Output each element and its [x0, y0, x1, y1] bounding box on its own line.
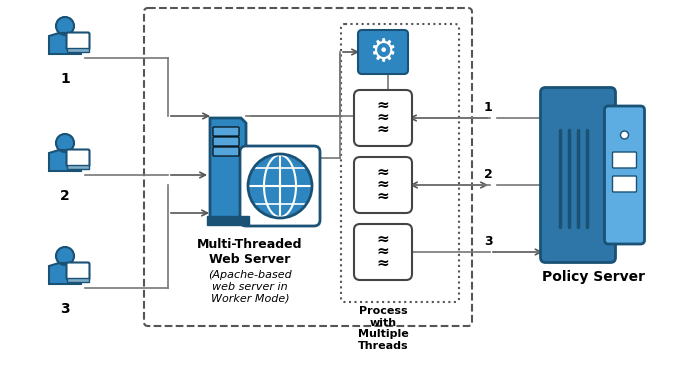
Bar — [67, 165, 89, 169]
Circle shape — [56, 17, 74, 35]
Circle shape — [56, 247, 74, 265]
Bar — [207, 216, 249, 225]
Text: Policy Server: Policy Server — [542, 269, 645, 284]
FancyBboxPatch shape — [66, 150, 90, 166]
FancyBboxPatch shape — [66, 32, 90, 50]
Text: 1: 1 — [60, 72, 70, 86]
Bar — [67, 48, 89, 52]
FancyBboxPatch shape — [66, 262, 90, 280]
FancyBboxPatch shape — [612, 176, 636, 192]
Text: Multi-Threaded
Web Server: Multi-Threaded Web Server — [197, 238, 303, 266]
FancyBboxPatch shape — [605, 106, 645, 244]
Polygon shape — [210, 118, 256, 218]
FancyBboxPatch shape — [213, 147, 239, 156]
Text: 2: 2 — [60, 189, 70, 203]
FancyBboxPatch shape — [354, 224, 412, 280]
FancyBboxPatch shape — [540, 88, 616, 262]
Text: ≈
≈
≈: ≈ ≈ ≈ — [377, 165, 389, 204]
Circle shape — [621, 131, 629, 139]
Circle shape — [248, 154, 312, 218]
Circle shape — [56, 134, 74, 152]
Text: ≈
≈
≈: ≈ ≈ ≈ — [377, 97, 389, 137]
Text: (Apache-based
web server in
Worker Mode): (Apache-based web server in Worker Mode) — [208, 270, 292, 303]
Polygon shape — [49, 33, 81, 54]
Text: 3: 3 — [484, 235, 493, 248]
FancyBboxPatch shape — [213, 127, 239, 136]
Text: 1: 1 — [484, 101, 493, 114]
Text: Process
with
Multiple
Threads: Process with Multiple Threads — [358, 306, 408, 351]
Text: 3: 3 — [60, 302, 70, 316]
FancyBboxPatch shape — [240, 146, 320, 226]
Polygon shape — [49, 263, 81, 284]
FancyBboxPatch shape — [612, 152, 636, 168]
Text: ⚙: ⚙ — [369, 38, 397, 68]
Text: ≈
≈
≈: ≈ ≈ ≈ — [377, 231, 389, 270]
Polygon shape — [49, 150, 81, 171]
FancyBboxPatch shape — [213, 137, 239, 146]
FancyBboxPatch shape — [354, 90, 412, 146]
FancyBboxPatch shape — [358, 30, 408, 74]
FancyBboxPatch shape — [354, 157, 412, 213]
Bar — [67, 278, 89, 282]
Text: 2: 2 — [484, 168, 493, 181]
